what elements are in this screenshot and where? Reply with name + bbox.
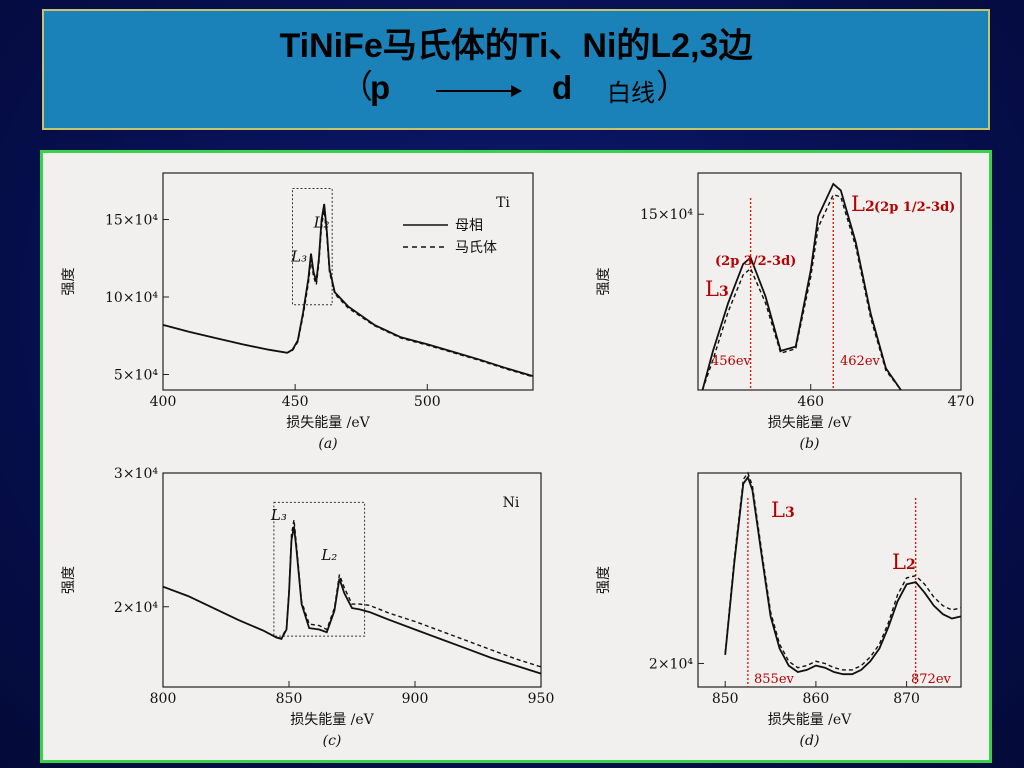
series-line-martensite	[162, 519, 542, 668]
series-line-martensite	[701, 193, 902, 391]
x-tick-label: 470	[948, 394, 975, 410]
chart-frame: 400 450 500 5×10⁴ 10×10⁴ 15×10⁴ 强度 损失能量 /eV (a) T…	[40, 150, 992, 763]
plot-frame-a	[162, 172, 534, 391]
panel-caption: (c)	[323, 733, 342, 749]
l2-subscript: 2	[865, 199, 875, 215]
x-tick-label: 950	[528, 691, 555, 707]
legend-label: 马氏体	[455, 240, 497, 256]
legend-label: 母相	[455, 218, 483, 234]
y-tick-label: 2×10⁴	[114, 600, 158, 616]
y-tick-label: 15×10⁴	[640, 207, 693, 223]
peak-label: L₂	[313, 213, 330, 231]
x-axis-label: 损失能量 /eV	[768, 712, 852, 728]
panel-caption: (b)	[800, 436, 820, 452]
element-label: Ti	[496, 195, 510, 211]
energy-label-456: 456ev	[711, 354, 752, 369]
element-label: Ni	[503, 495, 520, 511]
series-line-martensite	[724, 471, 962, 671]
y-axis-label: 强度	[61, 268, 77, 296]
peak-label: L₃	[290, 247, 307, 265]
open-paren: （	[340, 70, 373, 106]
l2-transition: (2p 1/2-3d)	[874, 200, 955, 215]
x-tick-label: 460	[797, 394, 824, 410]
series-line-parent-phase	[701, 182, 902, 391]
y-tick-label: 2×10⁴	[649, 656, 693, 672]
ni-l3-label: L	[771, 498, 785, 522]
x-tick-label: 850	[712, 691, 739, 707]
plot-frame-b	[697, 172, 962, 391]
y-axis-label: 强度	[596, 566, 612, 594]
y-tick-label: 5×10⁴	[114, 368, 158, 384]
slide-subtitle: （ p d 白线 ）	[44, 67, 988, 111]
y-tick-label: 15×10⁴	[105, 213, 158, 229]
peak-label: L₂	[320, 546, 337, 564]
peak-label: L₃	[270, 506, 287, 524]
y-tick-label: 3×10⁴	[114, 466, 158, 482]
y-tick-label: 10×10⁴	[105, 290, 158, 306]
ni-l2-subscript: 2	[906, 557, 916, 573]
plot-frame-c	[162, 472, 542, 688]
ni-l3-subscript: 3	[785, 505, 795, 521]
subtitle-white-line: 白线	[607, 81, 655, 107]
l2-label: L	[851, 192, 865, 216]
panel-caption: (d)	[800, 733, 820, 749]
y-axis-label: 强度	[596, 268, 612, 296]
x-tick-label: 900	[402, 691, 429, 707]
zoom-region-box	[292, 188, 333, 306]
close-paren: ）	[656, 70, 689, 106]
energy-label-462: 462ev	[840, 354, 881, 369]
l3-label: L	[705, 277, 719, 301]
plot-frame-d	[697, 472, 962, 688]
energy-label-855: 855ev	[754, 672, 795, 687]
x-tick-label: 870	[893, 691, 920, 707]
panel-caption: (a)	[318, 436, 337, 452]
slide-title-box: TiNiFe马氏体的Ti、Ni的L2,3边 （ p d 白线 ）	[42, 9, 990, 130]
x-tick-label: 850	[276, 691, 303, 707]
series-line-martensite	[162, 210, 534, 378]
ni-l2-label: L	[892, 550, 906, 574]
x-axis-label: 损失能量 /eV	[768, 415, 852, 431]
series-line-parent-phase	[724, 475, 962, 676]
y-axis-label: 强度	[61, 566, 77, 594]
x-tick-label: 800	[150, 691, 177, 707]
x-axis-label: 损失能量 /eV	[290, 712, 374, 728]
l3-subscript: 3	[719, 284, 729, 300]
x-tick-label: 400	[150, 394, 177, 410]
x-tick-label: 500	[414, 394, 441, 410]
subtitle-p: p	[370, 69, 391, 106]
x-tick-label: 860	[803, 691, 830, 707]
slide-title: TiNiFe马氏体的Ti、Ni的L2,3边	[279, 27, 753, 65]
x-axis-label: 损失能量 /eV	[286, 415, 370, 431]
subtitle-d: d	[552, 69, 573, 106]
x-tick-label: 450	[282, 394, 309, 410]
energy-label-872: 872ev	[911, 672, 952, 687]
zoom-region-box	[273, 501, 366, 637]
l3-transition: (2p 3/2-3d)	[715, 254, 796, 269]
transition-arrow-icon	[436, 85, 522, 97]
series-line-parent-phase	[162, 526, 542, 675]
